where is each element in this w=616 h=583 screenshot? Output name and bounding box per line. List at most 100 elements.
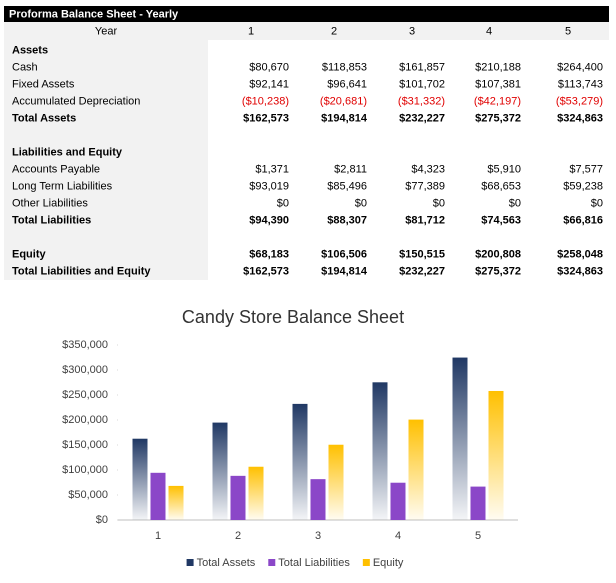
cell-value: $161,857 [399, 61, 445, 73]
x-tick-label: 5 [475, 530, 481, 542]
legend-marker [268, 559, 276, 566]
y-tick-label: $350,000 [62, 339, 108, 351]
bar [372, 382, 388, 520]
row-label: Total Liabilities [12, 214, 91, 226]
cell-value: $94,390 [249, 214, 289, 226]
bar [488, 390, 504, 520]
cell-value: $80,670 [249, 61, 289, 73]
cell-value: $324,863 [557, 265, 603, 277]
cell-value: $2,811 [334, 163, 367, 175]
row-label: Equity [12, 248, 46, 260]
row-label: Other Liabilities [12, 197, 88, 209]
header-cell: 1 [248, 25, 254, 37]
cell-value: $85,496 [327, 180, 367, 192]
cell-value: ($20,681) [320, 95, 367, 107]
chart-title: Candy Store Balance Sheet [182, 307, 404, 327]
bar [230, 475, 246, 520]
cell-value: $118,853 [322, 61, 367, 73]
bar [150, 472, 166, 520]
sheet-title: Proforma Balance Sheet - Yearly [9, 8, 179, 20]
cell-value: $258,048 [557, 248, 603, 260]
row-label: Accumulated Depreciation [12, 95, 140, 107]
header-row [4, 22, 609, 40]
legend-label: Total Assets [197, 557, 256, 569]
bar [328, 444, 344, 520]
y-tick-label: $250,000 [62, 389, 108, 401]
cell-value: $92,141 [249, 78, 289, 90]
legend-label: Total Liabilities [278, 557, 350, 569]
header-cell: Year [95, 25, 118, 37]
cell-value: $210,188 [475, 61, 521, 73]
row-label: Cash [12, 61, 38, 73]
row-label: Long Term Liabilities [12, 180, 113, 192]
header-cell: 3 [409, 25, 415, 37]
header-cell: 5 [565, 25, 571, 37]
bar [390, 482, 406, 520]
cell-value: $106,506 [321, 248, 367, 260]
cell-value: $275,372 [475, 265, 521, 277]
cell-value: $88,307 [327, 214, 367, 226]
cell-value: $4,323 [411, 163, 445, 175]
cell-value: $96,641 [327, 78, 367, 90]
x-tick-label: 2 [235, 530, 241, 542]
cell-value: $7,577 [569, 163, 603, 175]
row-label: Total Assets [12, 112, 76, 124]
cell-value: $264,400 [557, 61, 603, 73]
cell-value: $162,573 [243, 112, 289, 124]
row-label: Assets [12, 44, 48, 56]
x-tick-label: 3 [315, 530, 321, 542]
cell-value: $93,019 [249, 180, 289, 192]
bar [452, 357, 468, 520]
cell-value: $194,814 [321, 265, 368, 277]
bar [470, 486, 486, 520]
y-tick-label: $200,000 [62, 414, 108, 426]
cell-value: ($42,197) [474, 95, 521, 107]
cell-value: $0 [591, 197, 603, 209]
row-label: Total Liabilities and Equity [12, 265, 151, 277]
row-label: Fixed Assets [12, 78, 75, 90]
cell-value: $5,910 [487, 163, 521, 175]
cell-value: $77,389 [405, 180, 445, 192]
legend-label: Equity [373, 557, 404, 569]
label-column [4, 40, 208, 280]
cell-value: $0 [509, 197, 521, 209]
legend-marker [186, 559, 194, 566]
header-cell: 2 [331, 25, 337, 37]
cell-value: $74,563 [481, 214, 521, 226]
y-tick-label: $50,000 [68, 489, 108, 501]
cell-value: $232,227 [399, 112, 445, 124]
bar [168, 485, 184, 520]
cell-value: $0 [277, 197, 289, 209]
x-tick-label: 1 [155, 530, 161, 542]
cell-value: $59,238 [563, 180, 603, 192]
legend-marker [362, 559, 370, 566]
bar [310, 479, 326, 520]
cell-value: $275,372 [475, 112, 521, 124]
bar [292, 403, 308, 520]
cell-value: $107,381 [475, 78, 521, 90]
cell-value: ($31,332) [398, 95, 445, 107]
cell-value: $81,712 [405, 214, 445, 226]
y-tick-label: $100,000 [62, 464, 108, 476]
row-label: Accounts Payable [12, 163, 100, 175]
y-tick-label: $300,000 [62, 364, 108, 376]
cell-value: $66,816 [563, 214, 603, 226]
bar [248, 466, 264, 520]
bar [132, 438, 148, 520]
cell-value: $200,808 [475, 248, 521, 260]
cell-value: $162,573 [243, 265, 289, 277]
cell-value: ($53,279) [556, 95, 603, 107]
cell-value: $68,183 [249, 248, 289, 260]
cell-value: $113,743 [558, 78, 603, 90]
cell-value: $1,371 [255, 163, 289, 175]
y-tick-label: $0 [96, 514, 108, 526]
cell-value: ($10,238) [242, 95, 289, 107]
chart: Candy Store Balance Sheet $0 $50,000 $100,… [62, 307, 518, 569]
row-label: Liabilities and Equity [12, 146, 123, 158]
cell-value: $324,863 [557, 112, 603, 124]
cell-value: $68,653 [481, 180, 521, 192]
x-tick-label: 4 [395, 530, 401, 542]
header-cell: 4 [486, 25, 492, 37]
y-tick-label: $150,000 [62, 439, 108, 451]
